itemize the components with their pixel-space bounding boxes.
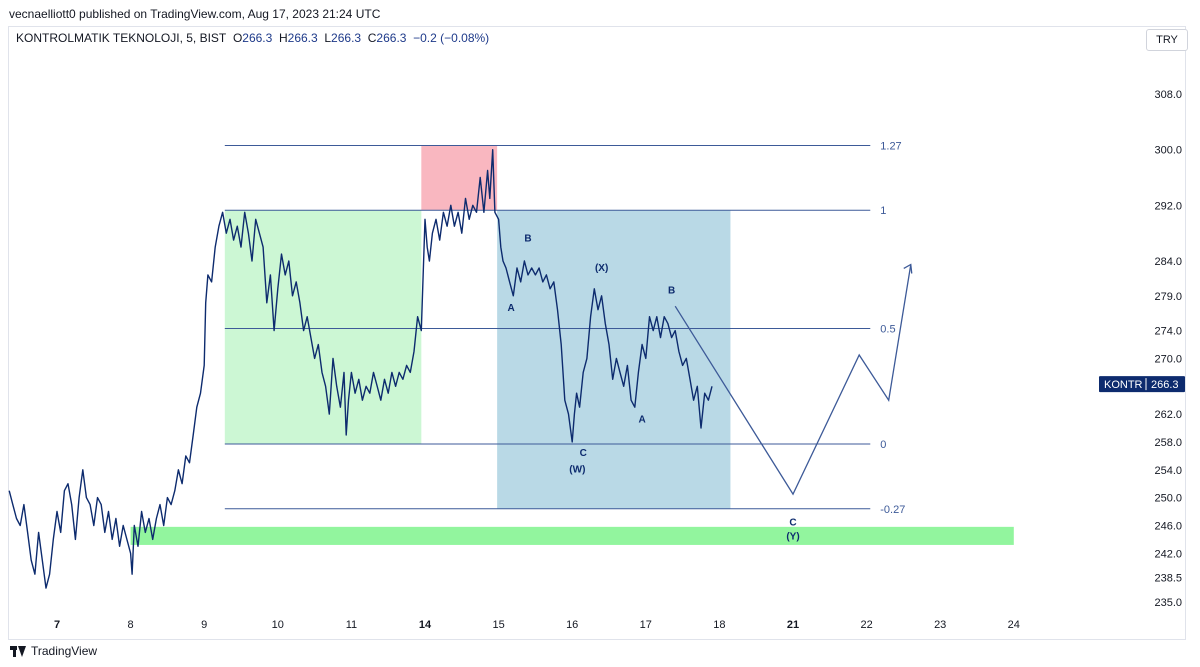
projection-path xyxy=(674,264,912,496)
footer-brand: TradingView xyxy=(31,644,98,658)
y-tick-label: 262.0 xyxy=(1154,409,1182,421)
green-zone xyxy=(224,210,422,445)
symbol-label: KONTROLMATIK TEKNOLOJI, 5, BIST xyxy=(16,31,227,45)
price-tag-symbol: KONTR xyxy=(1104,379,1143,391)
y-tick-label: 284.0 xyxy=(1154,256,1182,268)
fib-level-label: 0.5 xyxy=(880,324,895,336)
blue-zone xyxy=(497,210,731,509)
currency-button[interactable]: TRY xyxy=(1146,29,1188,51)
fib-level-label: 0 xyxy=(880,439,886,451)
wave-label: A xyxy=(507,303,514,314)
y-tick-label: 300.0 xyxy=(1154,145,1182,157)
low-value: 266.3 xyxy=(331,31,362,45)
wave-label: C xyxy=(580,448,587,459)
price-series-line xyxy=(8,148,713,589)
wave-label: C xyxy=(789,517,796,528)
wave-label: (X) xyxy=(595,263,608,274)
y-tick-label: 258.0 xyxy=(1154,437,1182,449)
y-tick-label: 246.0 xyxy=(1154,520,1182,532)
y-tick-label: 279.0 xyxy=(1154,291,1182,303)
price-tag-value: 266.3 xyxy=(1151,379,1179,391)
fib-level-label: 1 xyxy=(880,205,886,217)
close-label: C xyxy=(367,31,377,45)
fib-level-label: 1.27 xyxy=(880,140,901,152)
y-tick-label: 250.0 xyxy=(1154,493,1182,505)
close-value: 266.3 xyxy=(376,31,407,45)
price-tag-bg xyxy=(1099,376,1185,393)
y-tick-label: 242.0 xyxy=(1154,548,1182,560)
low-label: L xyxy=(324,31,332,45)
y-tick-label: 235.0 xyxy=(1154,597,1182,609)
x-tick-label: 9 xyxy=(201,619,207,631)
change-value: −0.2 (−0.08%) xyxy=(413,31,490,45)
high-label: H xyxy=(278,31,288,45)
x-tick-label: 24 xyxy=(1008,619,1020,631)
high-value: 266.3 xyxy=(287,31,318,45)
tradingview-logo-icon xyxy=(10,645,26,657)
x-tick-label: 23 xyxy=(934,619,946,631)
open-label: O xyxy=(232,31,243,45)
wave-label: B xyxy=(524,234,531,245)
wave-label: A xyxy=(639,414,646,425)
wave-label: B xyxy=(668,286,675,297)
x-tick-label: 7 xyxy=(54,619,60,631)
publisher-caption: vecnaelliott0 published on TradingView.c… xyxy=(9,7,381,21)
y-tick-label: 274.0 xyxy=(1154,326,1182,338)
x-tick-label: 8 xyxy=(128,619,134,631)
x-tick-label: 21 xyxy=(787,619,799,631)
y-tick-label: 308.0 xyxy=(1154,89,1182,101)
x-tick-label: 17 xyxy=(640,619,652,631)
x-tick-label: 11 xyxy=(346,619,357,631)
y-tick-label: 254.0 xyxy=(1154,465,1182,477)
x-tick-label: 18 xyxy=(713,619,725,631)
y-tick-label: 238.5 xyxy=(1154,573,1182,585)
support-zone xyxy=(130,526,1014,545)
wave-label: (W) xyxy=(569,465,585,476)
x-tick-label: 10 xyxy=(272,619,284,631)
chart-frame xyxy=(8,26,1186,640)
projection-arrowhead xyxy=(903,263,913,274)
x-tick-label: 15 xyxy=(492,619,504,631)
red-zone xyxy=(421,145,498,211)
x-tick-label: 22 xyxy=(860,619,872,631)
wave-label: (Y) xyxy=(786,531,799,542)
y-tick-label: 292.0 xyxy=(1154,200,1182,212)
x-tick-label: 14 xyxy=(419,619,432,631)
footer: TradingView xyxy=(10,644,97,658)
open-value: 266.3 xyxy=(242,31,273,45)
x-tick-label: 16 xyxy=(566,619,578,631)
ohlc-legend: KONTROLMATIK TEKNOLOJI, 5, BIST O266.3 H… xyxy=(16,31,489,45)
y-tick-label: 270.0 xyxy=(1154,353,1182,365)
fib-level-label: -0.27 xyxy=(880,504,905,516)
